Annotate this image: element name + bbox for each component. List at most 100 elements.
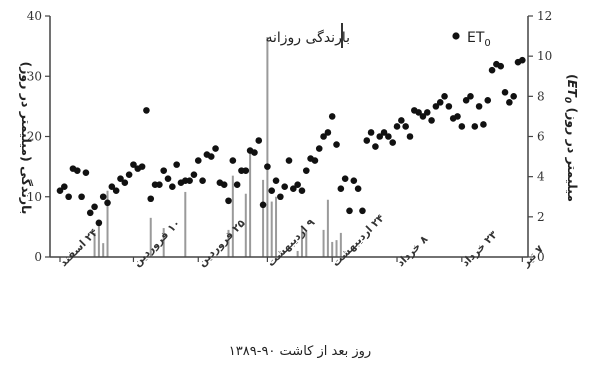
et0-point xyxy=(294,181,301,188)
et0-point xyxy=(462,97,470,104)
rain-bar xyxy=(300,226,303,257)
et0-point xyxy=(173,161,180,168)
et0-point xyxy=(419,113,427,120)
y-right-tick-label: 2 xyxy=(537,210,545,224)
y-right-ticks: 0 2 4 6 8 10 12 xyxy=(528,9,552,264)
rain-bar xyxy=(184,191,187,257)
et0-point xyxy=(229,157,237,164)
et0-point xyxy=(277,193,284,201)
et0-point xyxy=(164,175,172,182)
et0-point xyxy=(380,129,388,136)
rain-bar xyxy=(266,37,269,258)
et0-point xyxy=(315,145,323,152)
et0-point xyxy=(454,113,461,120)
y-left-tick-label: 20 xyxy=(27,130,42,144)
et0-point xyxy=(207,153,215,160)
et0-point xyxy=(117,175,124,182)
et0-point xyxy=(130,161,137,168)
rain-bar xyxy=(102,243,105,257)
et0-point xyxy=(376,133,384,140)
et0-point xyxy=(156,181,163,188)
et0-point xyxy=(302,167,310,174)
et0-point xyxy=(199,177,206,184)
et0-point xyxy=(337,185,345,193)
et0-point xyxy=(112,187,120,195)
y-right-axis-title: (ET0 (میلیمتر در روز xyxy=(562,74,580,202)
y-right-tick-label: 8 xyxy=(537,89,545,103)
et0-point xyxy=(488,66,496,74)
rain-bar xyxy=(262,179,265,257)
et0-point xyxy=(212,145,219,152)
rain-bar xyxy=(339,232,342,257)
et0-point xyxy=(398,117,405,124)
et0-point xyxy=(497,62,505,70)
rain-bar xyxy=(296,250,299,257)
et0-point xyxy=(346,207,353,215)
et0-point xyxy=(298,187,306,195)
et0-point xyxy=(393,123,401,130)
et0-point xyxy=(147,195,155,203)
et0-point xyxy=(65,193,72,201)
et0-point xyxy=(519,56,526,64)
et0-points xyxy=(56,56,526,227)
et0-point xyxy=(328,113,336,120)
et0-point xyxy=(220,181,228,188)
et0-point xyxy=(324,129,332,136)
rain-bar xyxy=(106,190,109,257)
et0-point xyxy=(99,193,107,201)
et0-point xyxy=(160,167,167,174)
legend-rain-label: بارندگی روزانه xyxy=(265,29,350,46)
et0-point xyxy=(78,193,85,201)
y-left-ticks: 0 10 20 30 40 xyxy=(27,9,50,264)
et0-point xyxy=(281,183,288,191)
rain-bar xyxy=(162,228,165,257)
et0-point xyxy=(264,163,271,170)
y-right-tick-label: 6 xyxy=(537,130,545,144)
et0-point xyxy=(475,103,483,110)
et0-point xyxy=(272,177,280,184)
et0-point xyxy=(372,143,379,150)
et0-point xyxy=(194,157,202,164)
rain-bar xyxy=(305,231,308,257)
rain-bar xyxy=(93,232,96,257)
rain-bar xyxy=(335,240,338,257)
et0-point xyxy=(56,187,64,195)
et0-point xyxy=(311,157,319,164)
et0-point xyxy=(471,123,479,130)
et0-point xyxy=(86,209,94,217)
et0-point xyxy=(501,89,509,96)
et0-point xyxy=(363,137,371,144)
x-axis-title: روز بعد از کاشت ۹۰-۱۳۸۹ xyxy=(229,344,371,359)
et0-point xyxy=(285,157,293,164)
et0-point xyxy=(415,109,422,116)
et0-point xyxy=(389,139,396,146)
et0-point xyxy=(428,117,435,124)
rain-bar xyxy=(275,196,278,257)
et0-point xyxy=(445,103,453,110)
et0-point xyxy=(484,97,492,104)
et0-point xyxy=(510,93,517,100)
et0-point xyxy=(402,123,409,130)
et0-point xyxy=(121,179,129,186)
y-right-tick-label: 10 xyxy=(537,49,552,63)
y-right-tick-label: 12 xyxy=(537,9,552,23)
et0-point xyxy=(233,181,241,188)
rain-bar xyxy=(249,151,252,257)
et0-point xyxy=(320,133,327,140)
et0-point xyxy=(143,107,150,114)
et0-point xyxy=(441,93,448,100)
rain-bar xyxy=(149,217,152,257)
y-right-tick-label: 4 xyxy=(537,170,545,184)
rain-bar xyxy=(231,175,234,257)
et0-point xyxy=(432,103,440,110)
et0-point xyxy=(268,187,276,195)
legend-et0-label: ET0 xyxy=(467,30,491,49)
et0-point xyxy=(251,149,258,156)
et0-point xyxy=(104,199,111,207)
y-left-tick-label: 40 xyxy=(27,9,42,23)
et0-point xyxy=(423,109,431,116)
et0-point xyxy=(82,169,90,176)
et0-point xyxy=(73,167,81,174)
rainfall-bars xyxy=(93,37,342,258)
